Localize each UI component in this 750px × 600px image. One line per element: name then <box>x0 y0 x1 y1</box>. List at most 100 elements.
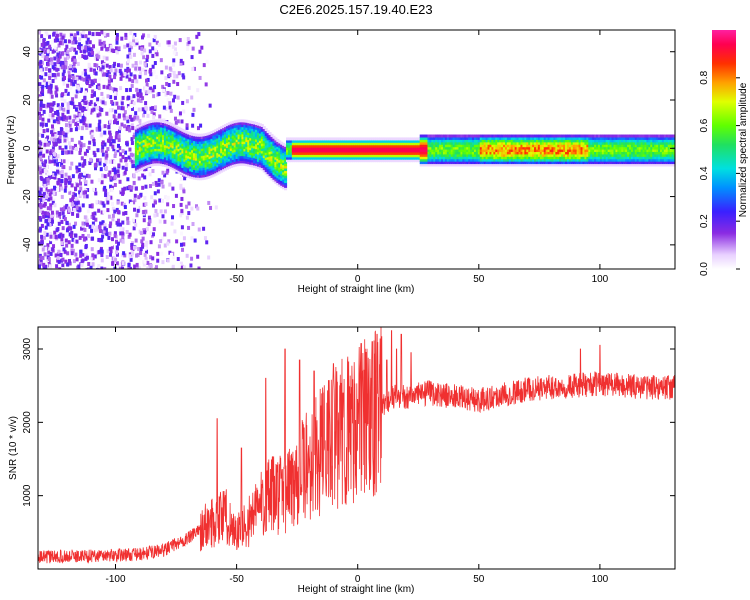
heatmap-band-cell <box>388 151 392 155</box>
heatmap-band-cell <box>272 138 276 142</box>
heatmap-cell <box>66 83 70 88</box>
heatmap-band-cell <box>146 133 150 137</box>
heatmap-band-cell <box>243 138 247 142</box>
heatmap-band-cell <box>427 141 431 145</box>
heatmap-band-cell <box>191 164 195 168</box>
heatmap-band-cell <box>485 156 489 160</box>
heatmap-band-cell <box>355 147 359 151</box>
heatmap-band-cell <box>258 152 262 156</box>
heatmap-band-cell <box>140 140 144 144</box>
heatmap-band-cell <box>266 168 270 172</box>
heatmap-band-cell <box>162 144 166 148</box>
heatmap-cell <box>49 88 53 93</box>
heatmap-band-cell <box>251 121 255 125</box>
heatmap-band-cell <box>330 144 334 148</box>
heatmap-cell <box>42 262 46 267</box>
heatmap-band-cell <box>516 136 520 140</box>
heatmap-cell <box>139 60 143 65</box>
heatmap-cell <box>59 252 63 257</box>
heatmap-cell <box>105 153 109 158</box>
heatmap-band-cell <box>227 146 231 150</box>
heatmap-cell <box>57 158 61 163</box>
heatmap-cell <box>100 148 104 153</box>
heatmap-cell <box>57 120 61 125</box>
heatmap-band-cell <box>210 150 214 154</box>
heatmap-band-cell <box>326 149 330 153</box>
heatmap-band-cell <box>220 152 224 156</box>
heatmap-cell <box>204 82 208 87</box>
heatmap-cell <box>116 169 120 174</box>
heatmap-band-cell <box>256 156 260 160</box>
heatmap-cell <box>143 175 147 180</box>
heatmap-band-cell <box>501 146 505 150</box>
heatmap-band-cell <box>140 162 144 166</box>
heatmap-band-cell <box>373 142 377 146</box>
heatmap-cell <box>141 113 145 118</box>
heatmap-cell <box>88 204 92 209</box>
heatmap-band-cell <box>270 136 274 140</box>
heatmap-cell <box>88 224 92 229</box>
heatmap-band-cell <box>417 156 421 160</box>
heatmap-band-cell <box>227 129 231 133</box>
heatmap-band-cell <box>214 150 218 154</box>
heatmap-band-cell <box>353 156 357 160</box>
heatmap-band-cell <box>189 149 193 153</box>
heatmap-band-cell <box>225 149 229 153</box>
heatmap-band-cell <box>258 135 262 139</box>
heatmap-band-cell <box>317 139 321 143</box>
heatmap-band-cell <box>450 151 454 155</box>
heatmap-band-cell <box>404 137 408 141</box>
heatmap-cell <box>140 51 144 56</box>
heatmap-band-cell <box>134 153 138 157</box>
heatmap-cell <box>68 123 72 128</box>
heatmap-cell <box>109 175 113 180</box>
heatmap-band-cell <box>382 147 386 151</box>
heatmap-cell <box>131 79 135 84</box>
heatmap-band-cell <box>258 159 262 163</box>
heatmap-band-cell <box>200 145 204 149</box>
heatmap-cell <box>79 48 83 53</box>
heatmap-cell <box>100 124 104 129</box>
heatmap-band-cell <box>194 150 198 154</box>
heatmap-cell <box>123 44 127 49</box>
heatmap-band-cell <box>202 138 206 142</box>
heatmap-band-cell <box>512 149 516 153</box>
heatmap-band-cell <box>183 151 187 155</box>
heatmap-band-cell <box>202 133 206 137</box>
heatmap-cell <box>151 106 155 111</box>
heatmap-band-cell <box>243 158 247 162</box>
heatmap-band-cell <box>247 127 251 131</box>
heatmap-cell <box>141 185 145 190</box>
heatmap-cell <box>56 60 60 65</box>
heatmap-cell <box>117 114 121 119</box>
heatmap-band-cell <box>384 156 388 160</box>
heatmap-band-cell <box>278 157 282 161</box>
heatmap-cell <box>187 40 191 45</box>
heatmap-cell <box>39 51 43 56</box>
heatmap-band-cell <box>196 160 200 164</box>
heatmap-band-cell <box>340 142 344 146</box>
heatmap-cell <box>120 101 124 106</box>
heatmap-band-cell <box>278 150 282 154</box>
heatmap-cell <box>141 236 145 241</box>
heatmap-band-cell <box>148 132 152 136</box>
heatmap-band-cell <box>510 156 514 160</box>
heatmap-band-cell <box>150 163 154 167</box>
heatmap-band-cell <box>249 144 253 148</box>
heatmap-cell <box>69 120 73 125</box>
heatmap-band-cell <box>324 151 328 155</box>
heatmap-band-cell <box>278 169 282 173</box>
heatmap-band-cell <box>452 146 456 150</box>
heatmap-band-cell <box>349 144 353 148</box>
heatmap-cell <box>74 196 78 201</box>
heatmap-band-cell <box>198 167 202 171</box>
heatmap-cell <box>156 258 160 263</box>
heatmap-band-cell <box>158 121 162 125</box>
heatmap-band-cell <box>508 149 512 153</box>
heatmap-band-cell <box>349 139 353 143</box>
heatmap-cell <box>64 48 68 53</box>
heatmap-cell <box>62 81 66 86</box>
heatmap-band-cell <box>468 153 472 157</box>
heatmap-band-cell <box>526 156 530 160</box>
heatmap-band-cell <box>270 148 274 152</box>
